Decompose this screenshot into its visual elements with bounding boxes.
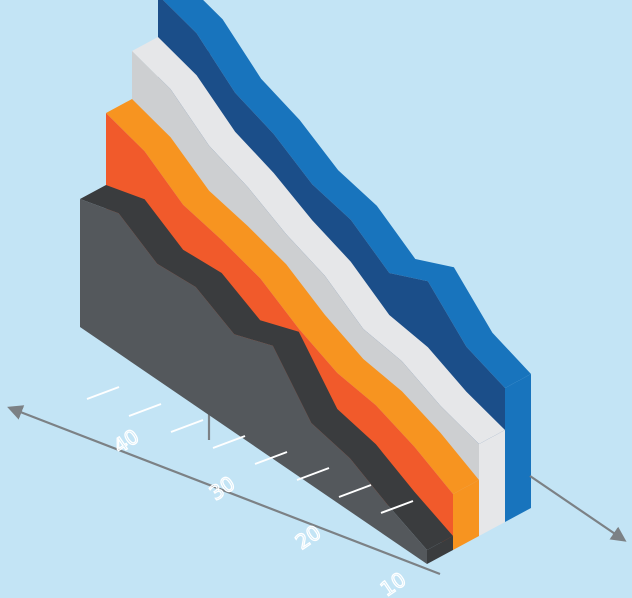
x-tick-mark-4 bbox=[254, 451, 288, 465]
x-tick-label-3: 10 bbox=[376, 567, 411, 598]
x-tick-mark-3 bbox=[212, 435, 246, 449]
series-3-end-cap bbox=[427, 536, 453, 564]
series-0-end-cap bbox=[505, 374, 531, 522]
series-3-face bbox=[80, 199, 427, 564]
x-tick-mark-7 bbox=[380, 500, 414, 514]
series-1-top bbox=[132, 37, 505, 444]
series-3-top bbox=[80, 185, 453, 550]
series-2-end-cap bbox=[453, 480, 479, 550]
z-axis-line bbox=[529, 475, 627, 542]
series-0-top bbox=[163, 0, 531, 388]
x-tick-mark-2 bbox=[170, 419, 204, 433]
x-tick-mark-6 bbox=[338, 484, 372, 498]
series-2-top bbox=[106, 99, 479, 494]
x-tick-label-1: 30 bbox=[205, 471, 240, 505]
series-layer bbox=[80, 0, 531, 564]
x-tick-label-0: 40 bbox=[109, 424, 144, 458]
x-tick-mark-0 bbox=[86, 386, 120, 400]
series-3-ridge bbox=[80, 185, 453, 564]
x-tick-mark-1 bbox=[128, 403, 162, 417]
x-tick-mark-5 bbox=[296, 467, 330, 481]
x-axis-line bbox=[7, 405, 441, 576]
series-1-end-cap bbox=[479, 430, 505, 536]
x-tick-label-2: 20 bbox=[291, 520, 326, 554]
